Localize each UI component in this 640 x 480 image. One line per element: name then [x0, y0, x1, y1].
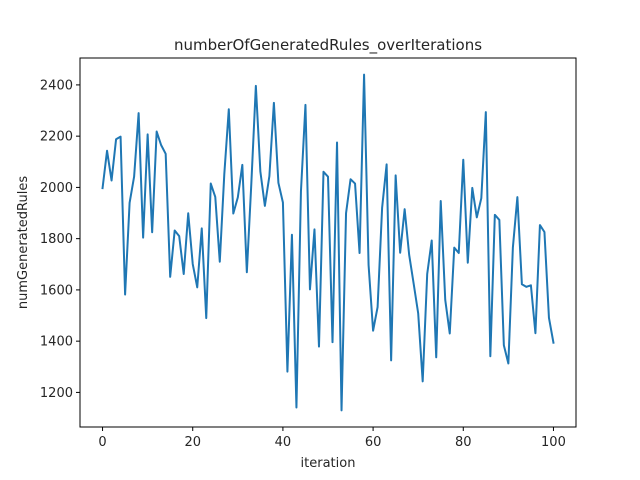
- y-tick-label: 1400: [40, 335, 73, 350]
- x-axis-label: iteration: [301, 456, 356, 471]
- y-tick-label: 2000: [40, 181, 73, 196]
- y-tick-label: 1800: [40, 232, 73, 247]
- y-tick-label: 1200: [40, 386, 73, 401]
- x-axis: 0 20 40 60 80 100: [98, 427, 566, 450]
- x-tick-label: 40: [275, 435, 292, 450]
- x-tick-label: 20: [184, 435, 201, 450]
- chart-title: numberOfGeneratedRules_overIterations: [174, 36, 482, 55]
- x-tick-label: 60: [365, 435, 382, 450]
- x-tick-label: 100: [541, 435, 566, 450]
- plot-area: [79, 57, 577, 428]
- series-line: [101, 73, 555, 412]
- y-tick-label: 2200: [40, 130, 73, 145]
- x-tick-label: 0: [98, 435, 106, 450]
- y-tick-label: 1600: [40, 283, 73, 298]
- x-tick-label: 80: [455, 435, 472, 450]
- y-tick-label: 2400: [40, 78, 73, 93]
- series-group: [101, 73, 555, 412]
- y-axis: 1200 1400 1600 1800 2000 2200 2400: [40, 78, 80, 401]
- y-axis-label: numGeneratedRules: [16, 176, 31, 309]
